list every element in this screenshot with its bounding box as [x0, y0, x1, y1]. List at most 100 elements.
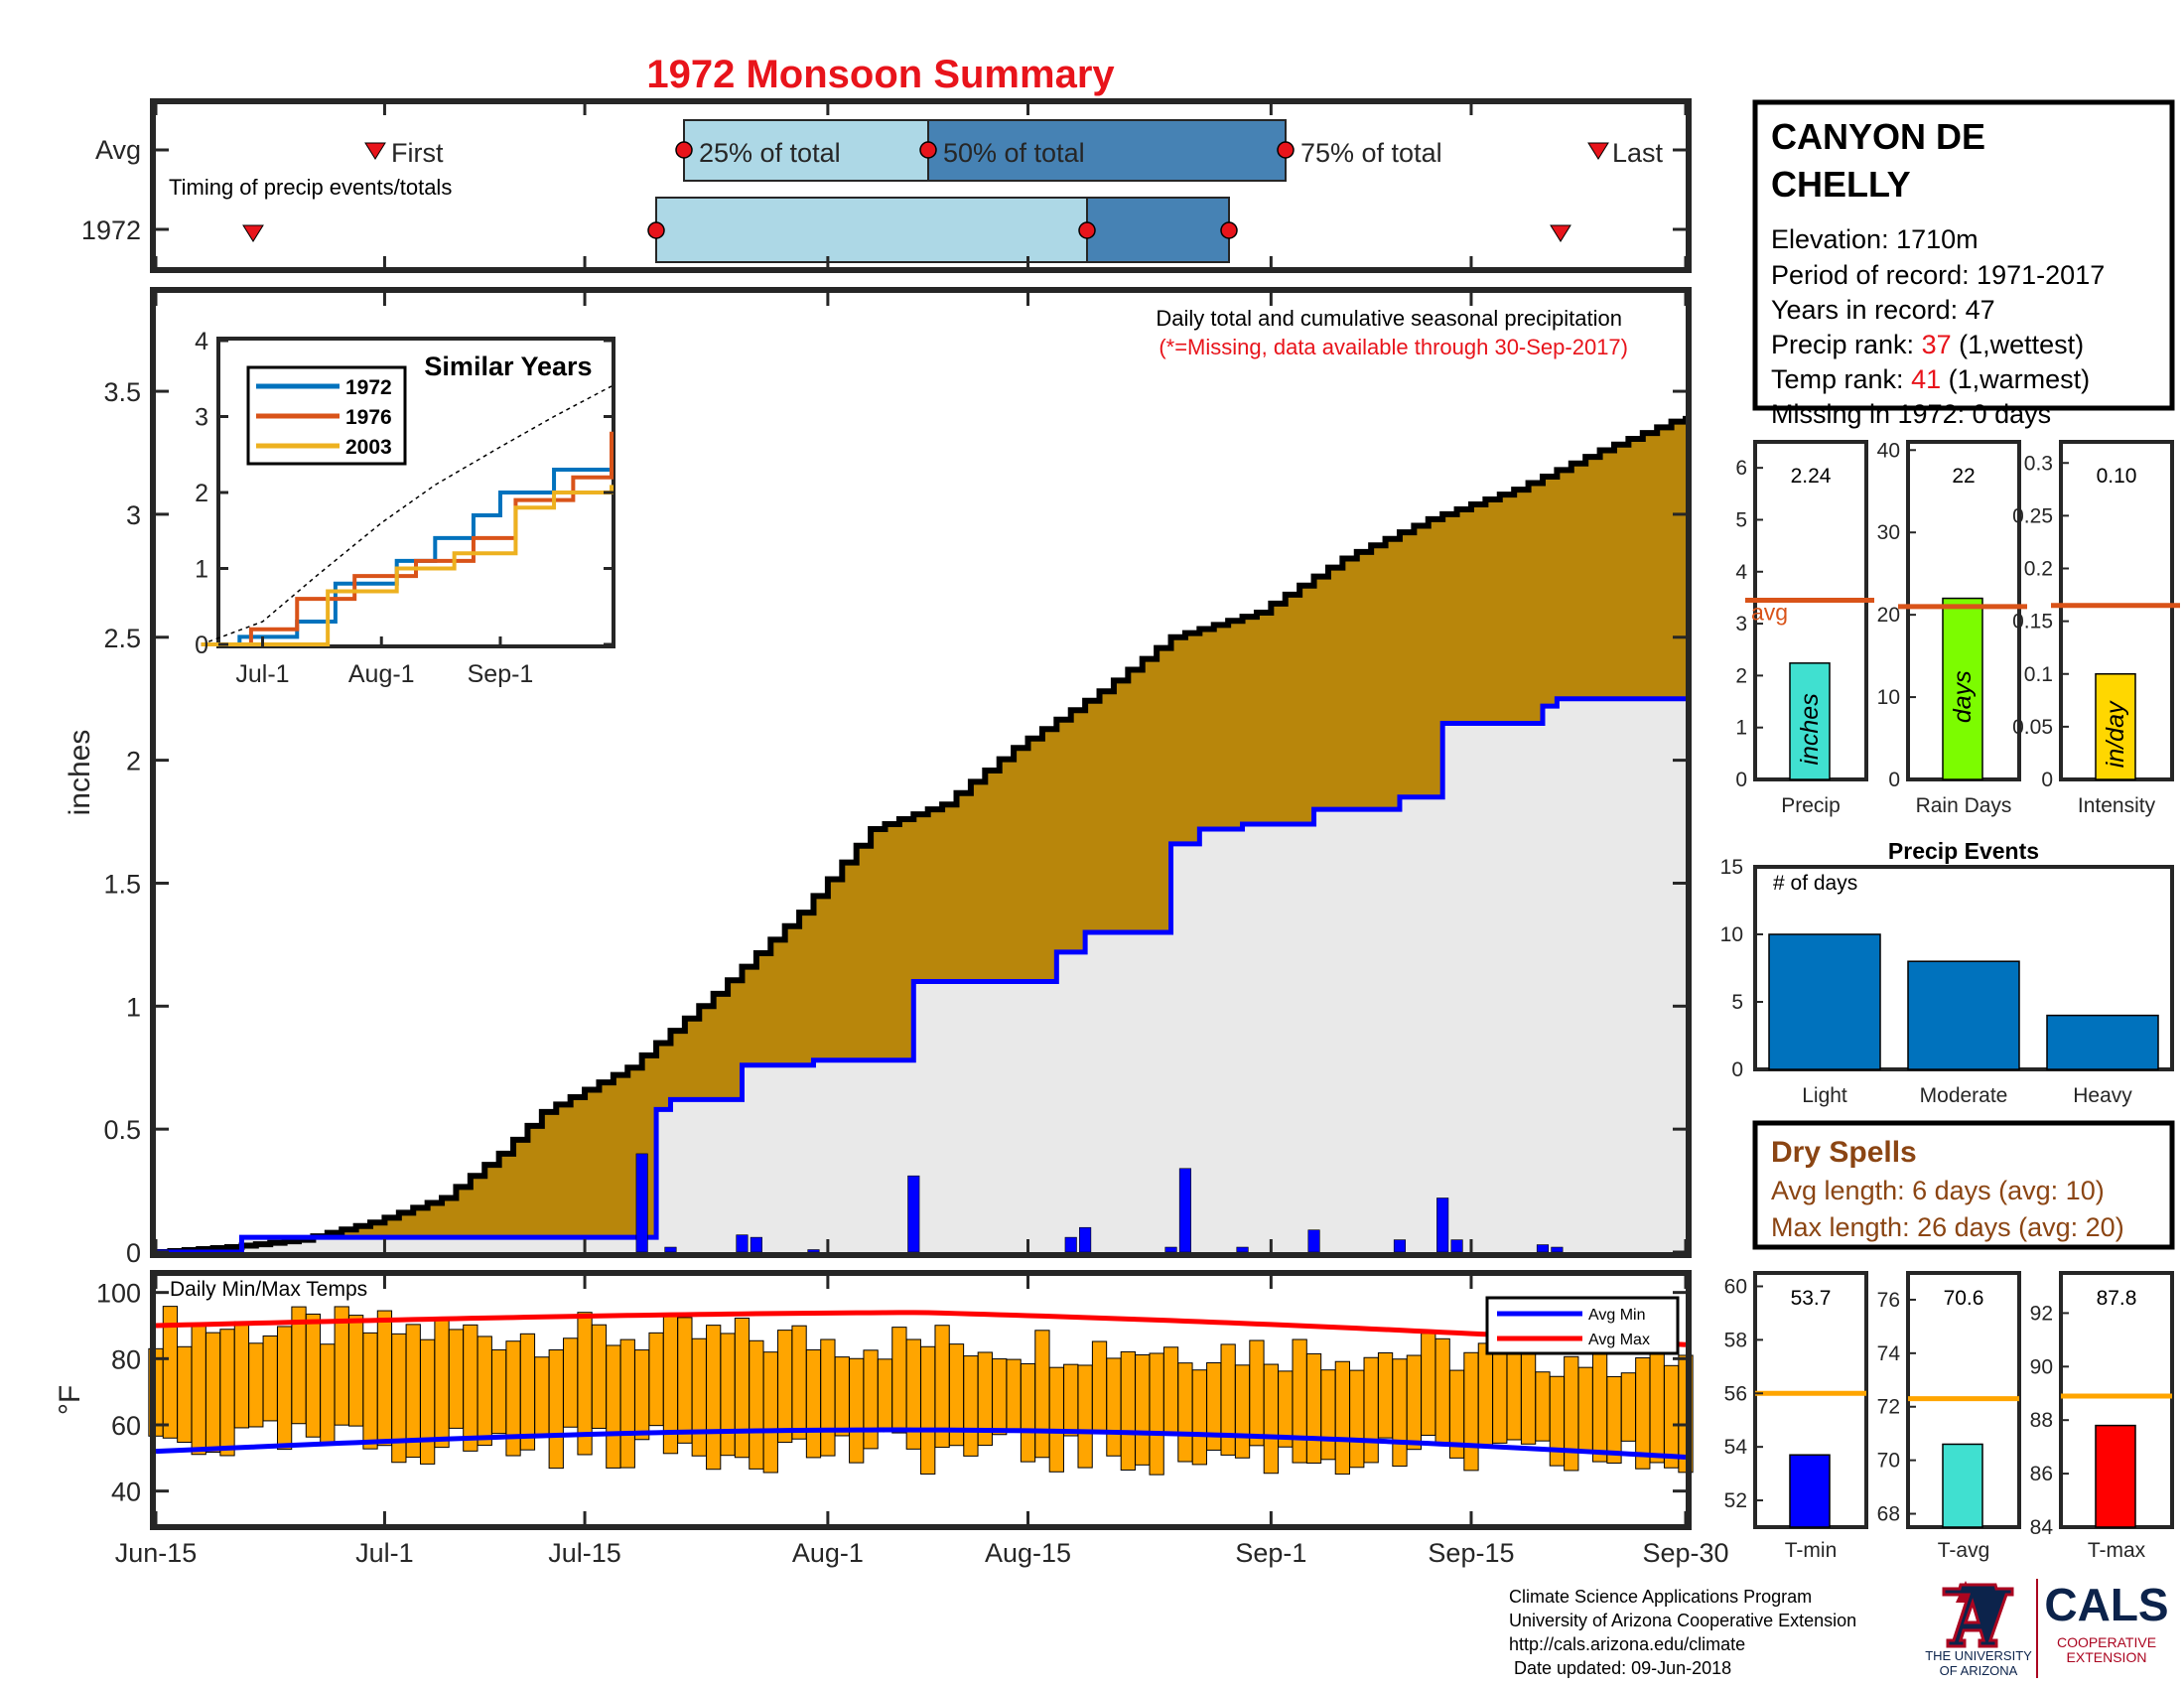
cumulative-avg-area — [156, 698, 1686, 1252]
daily-temp-bar — [591, 1324, 608, 1429]
daily-temp-bar — [320, 1343, 336, 1445]
daily-precip-bar — [1164, 1246, 1177, 1253]
temp-summary-xlabel: T-min — [1785, 1539, 1838, 1562]
temp-summary-value-label: 70.6 — [1944, 1287, 1984, 1310]
daily-temp-bar — [1349, 1369, 1365, 1469]
avg-25-marker — [675, 141, 693, 159]
temp-summary-ytick-label: 76 — [1877, 1289, 1900, 1312]
summary-xlabel: Rain Days — [1916, 794, 2012, 817]
summary-ytick-label: 5 — [1735, 508, 1747, 531]
footer-line-1: Climate Science Applications Program — [1509, 1587, 1812, 1607]
date-tick-label: Jul-15 — [548, 1538, 621, 1568]
temp-summary-ytick-label: 54 — [1724, 1436, 1748, 1459]
events-bar-moderate — [1907, 960, 2020, 1070]
daily-temp-bar — [762, 1351, 778, 1474]
events-xlabel: Heavy — [2073, 1084, 2132, 1107]
date-tick-label: Sep-30 — [1642, 1538, 1728, 1568]
avg-50-75-box — [927, 119, 1287, 182]
temp-summary-bar-t-min — [1789, 1454, 1831, 1528]
daily-temp-bar — [920, 1345, 936, 1476]
temp-summary-xlabel: T-max — [2088, 1539, 2146, 1562]
daily-temp-bar — [1663, 1364, 1680, 1469]
daily-temp-bar — [477, 1336, 492, 1447]
precip-ytick-label: 1 — [126, 992, 141, 1022]
summary-bar-precip — [1789, 662, 1831, 780]
events-title: Precip Events — [1888, 838, 2039, 864]
summary-ytick-label: 2 — [1735, 664, 1747, 687]
inset-xtick-label: Sep-1 — [468, 660, 534, 688]
summary-ytick-label: 6 — [1735, 457, 1747, 480]
inset-ytick-label: 3 — [195, 404, 208, 432]
daily-temp-bar — [1463, 1351, 1479, 1472]
temp-summary-ytick-label: 86 — [2030, 1463, 2053, 1485]
daily-temp-bar — [1535, 1371, 1551, 1442]
events-ytick-label: 5 — [1731, 991, 1743, 1014]
daily-precip-bar — [1178, 1168, 1191, 1253]
daily-temp-bar — [849, 1357, 865, 1464]
year-50-marker — [1078, 221, 1096, 239]
daily-temp-bar — [177, 1345, 193, 1444]
timing-50-label: 50% of total — [943, 138, 1085, 168]
timing-first-label: First — [391, 138, 444, 168]
precip-ytick-label: 0 — [126, 1238, 141, 1268]
events-xlabel: Moderate — [1920, 1084, 2008, 1107]
date-axis: Jun-15 Jul-1 Jul-15 Aug-1 Aug-15 Sep-1 Sep-15 S… — [115, 101, 1729, 1568]
footer-line-3: http://cals.arizona.edu/climate — [1509, 1634, 1745, 1654]
precip-caption: Daily total and cumulative seasonal prec… — [1156, 306, 1622, 331]
daily-temp-bar — [276, 1326, 293, 1451]
dry-spells-max: Max length: 26 days (avg: 20) — [1771, 1212, 2124, 1242]
daily-temp-bar — [434, 1319, 450, 1449]
daily-temp-bar — [648, 1332, 664, 1427]
precip-ylabel: inches — [64, 730, 96, 816]
daily-temp-bar — [820, 1338, 836, 1457]
inset-legend-2003: 2003 — [345, 436, 392, 459]
year-25-marker — [647, 221, 665, 239]
avg-last-marker — [1587, 142, 1609, 160]
timing-25-label: 25% of total — [699, 138, 841, 168]
daily-temp-bar — [448, 1329, 465, 1429]
station-elevation: Elevation: 1710m — [1771, 224, 1979, 254]
daily-temp-bar — [362, 1332, 378, 1450]
daily-precip-bar — [1064, 1236, 1077, 1253]
daily-temp-bar — [548, 1349, 564, 1470]
daily-temp-bar — [1162, 1346, 1179, 1436]
daily-temp-bar — [305, 1313, 322, 1438]
events-ytick-label: 0 — [1731, 1058, 1743, 1081]
station-precip-rank: Precip rank: 37 (1,wettest) — [1771, 330, 2084, 359]
daily-temp-bar — [334, 1306, 349, 1426]
timing-panel: Avg 1972 Timing of precip events/totals … — [81, 98, 1692, 273]
events-ytick-label: 15 — [1720, 856, 1743, 879]
footer-line-2: University of Arizona Cooperative Extens… — [1509, 1611, 1856, 1630]
summary-ytick-label: 4 — [1735, 561, 1747, 584]
daily-temp-bar — [1434, 1337, 1450, 1445]
daily-temp-bar — [1649, 1338, 1665, 1464]
year-25-50-box — [655, 197, 1088, 263]
daily-temp-bar — [1421, 1333, 1436, 1436]
daily-temp-bar — [1606, 1375, 1622, 1464]
daily-temp-bar — [1363, 1356, 1379, 1464]
daily-temp-bar — [1292, 1338, 1307, 1464]
temp-summary-value-label: 53.7 — [1791, 1287, 1832, 1310]
daily-temp-bar — [706, 1325, 722, 1471]
daily-temp-bar — [563, 1337, 579, 1428]
inset-ytick-label: 1 — [195, 556, 208, 584]
summary-ytick-label: 0 — [1888, 769, 1900, 791]
footer-line-4: Date updated: 09-Jun-2018 — [1509, 1658, 1731, 1678]
temp-summary-ytick-label: 58 — [1724, 1329, 1747, 1351]
date-tick-label: Jun-15 — [115, 1538, 198, 1568]
summary-bar-intensity — [2095, 673, 2136, 780]
daily-temp-bar — [347, 1315, 364, 1427]
daily-precip-bar — [907, 1175, 920, 1253]
daily-temp-bar — [691, 1337, 707, 1457]
daily-temp-bar — [720, 1333, 736, 1457]
daily-precip-bar — [1436, 1197, 1449, 1253]
year-first-marker — [242, 224, 264, 242]
avg-25-50-box — [683, 119, 929, 182]
date-tick-label: Aug-15 — [985, 1538, 1071, 1568]
daily-precip-bar — [1236, 1246, 1249, 1253]
daily-temp-bar — [1220, 1343, 1236, 1456]
temp-summary-ytick-label: 90 — [2030, 1355, 2053, 1378]
daily-temp-bar — [248, 1342, 264, 1428]
